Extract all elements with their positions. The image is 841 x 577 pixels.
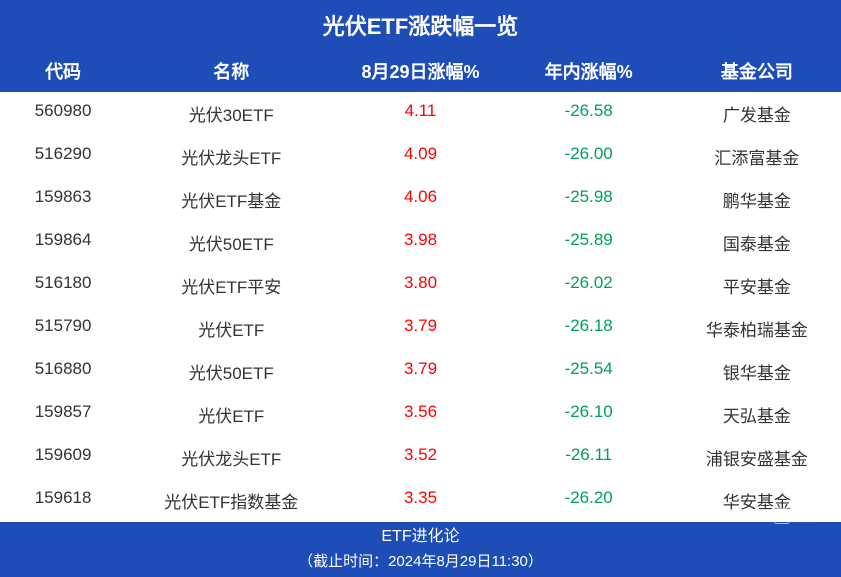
col-header-company: 基金公司 <box>673 50 841 92</box>
table-row: 159857光伏ETF3.56-26.10天弘基金 <box>0 393 841 436</box>
cell-year: -26.20 <box>505 479 673 522</box>
cell-company: 汇添富基金 <box>673 135 841 178</box>
cell-code: 560980 <box>0 92 126 135</box>
table-row: 516290光伏龙头ETF4.09-26.00汇添富基金 <box>0 135 841 178</box>
cell-day: 3.56 <box>336 393 504 436</box>
cell-year: -25.98 <box>505 178 673 221</box>
cell-name: 光伏ETF指数基金 <box>126 479 336 522</box>
cell-company: 平安基金 <box>673 264 841 307</box>
table-row: 560980光伏30ETF4.11-26.58广发基金 <box>0 92 841 135</box>
watermark-icon: G <box>774 508 790 524</box>
cell-name: 光伏龙头ETF <box>126 135 336 178</box>
watermark: G 格隆汇 <box>774 506 833 525</box>
cell-year: -26.11 <box>505 436 673 479</box>
table-row: 159863光伏ETF基金4.06-25.98鹏华基金 <box>0 178 841 221</box>
col-header-year: 年内涨幅% <box>505 50 673 92</box>
table-title: 光伏ETF涨跌幅一览 <box>0 0 841 50</box>
cell-name: 光伏ETF <box>126 393 336 436</box>
watermark-text: 格隆汇 <box>794 506 833 525</box>
cell-year: -26.02 <box>505 264 673 307</box>
cell-day: 3.52 <box>336 436 504 479</box>
etf-table: 光伏ETF涨跌幅一览 代码 名称 8月29日涨幅% 年内涨幅% 基金公司 560… <box>0 0 841 531</box>
col-header-name: 名称 <box>126 50 336 92</box>
table-footer-line2: （截止时间：2024年8月29日11:30） <box>0 550 841 577</box>
cell-day: 3.35 <box>336 479 504 522</box>
col-header-day: 8月29日涨幅% <box>336 50 504 92</box>
cell-name: 光伏龙头ETF <box>126 436 336 479</box>
cell-code: 159863 <box>0 178 126 221</box>
cell-day: 4.06 <box>336 178 504 221</box>
col-header-code: 代码 <box>0 50 126 92</box>
table-row: 516880光伏50ETF3.79-25.54银华基金 <box>0 350 841 393</box>
cell-day: 3.98 <box>336 221 504 264</box>
cell-year: -26.58 <box>505 92 673 135</box>
table-row: 516180光伏ETF平安3.80-26.02平安基金 <box>0 264 841 307</box>
table-body: 560980光伏30ETF4.11-26.58广发基金516290光伏龙头ETF… <box>0 92 841 522</box>
table-header-row: 代码 名称 8月29日涨幅% 年内涨幅% 基金公司 <box>0 50 841 92</box>
cell-code: 159864 <box>0 221 126 264</box>
cell-year: -26.10 <box>505 393 673 436</box>
cell-year: -26.18 <box>505 307 673 350</box>
cell-code: 516180 <box>0 264 126 307</box>
cell-code: 516880 <box>0 350 126 393</box>
cell-day: 3.79 <box>336 307 504 350</box>
cell-company: 浦银安盛基金 <box>673 436 841 479</box>
cell-company: 华泰柏瑞基金 <box>673 307 841 350</box>
cell-year: -25.54 <box>505 350 673 393</box>
cell-day: 4.09 <box>336 135 504 178</box>
cell-company: 国泰基金 <box>673 221 841 264</box>
cell-company: 银华基金 <box>673 350 841 393</box>
cell-year: -25.89 <box>505 221 673 264</box>
cell-day: 3.80 <box>336 264 504 307</box>
cell-name: 光伏ETF <box>126 307 336 350</box>
table-row: 159618光伏ETF指数基金3.35-26.20华安基金 <box>0 479 841 522</box>
table-row: 159864光伏50ETF3.98-25.89国泰基金 <box>0 221 841 264</box>
cell-year: -26.00 <box>505 135 673 178</box>
cell-code: 159609 <box>0 436 126 479</box>
cell-name: 光伏30ETF <box>126 92 336 135</box>
cell-code: 516290 <box>0 135 126 178</box>
cell-code: 159857 <box>0 393 126 436</box>
cell-company: 广发基金 <box>673 92 841 135</box>
cell-company: 鹏华基金 <box>673 178 841 221</box>
cell-code: 515790 <box>0 307 126 350</box>
cell-name: 光伏50ETF <box>126 350 336 393</box>
cell-name: 光伏ETF平安 <box>126 264 336 307</box>
cell-day: 4.11 <box>336 92 504 135</box>
table-footer-line1: ETF进化论 <box>0 522 841 550</box>
cell-name: 光伏50ETF <box>126 221 336 264</box>
cell-company: 天弘基金 <box>673 393 841 436</box>
table-row: 159609光伏龙头ETF3.52-26.11浦银安盛基金 <box>0 436 841 479</box>
cell-day: 3.79 <box>336 350 504 393</box>
cell-code: 159618 <box>0 479 126 522</box>
table-row: 515790光伏ETF3.79-26.18华泰柏瑞基金 <box>0 307 841 350</box>
cell-name: 光伏ETF基金 <box>126 178 336 221</box>
